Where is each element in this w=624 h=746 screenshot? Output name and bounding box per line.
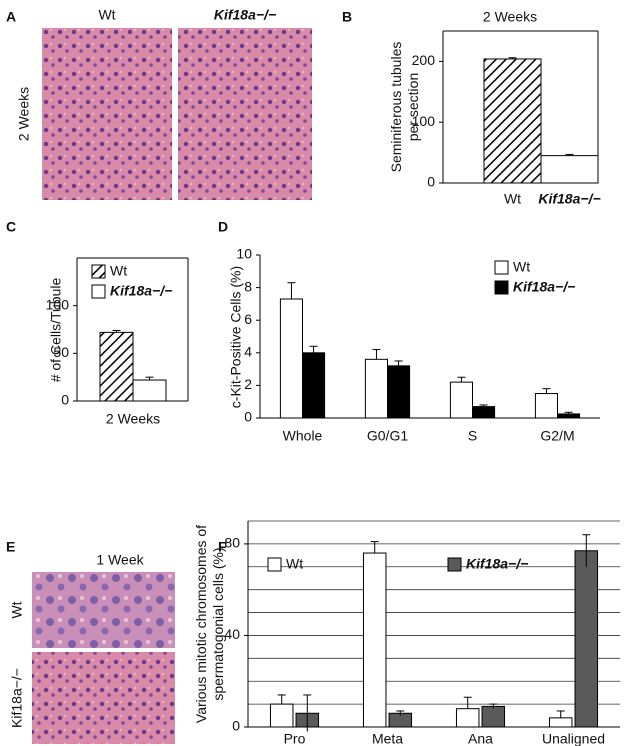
row-label: Kif18a−/− bbox=[9, 668, 25, 728]
bar bbox=[132, 379, 167, 402]
bar bbox=[472, 406, 496, 419]
legend-swatch bbox=[494, 260, 509, 275]
error-bar bbox=[565, 153, 574, 156]
x-tick-label: Unaligned bbox=[542, 731, 605, 746]
y-tick-label: 10 bbox=[236, 246, 252, 262]
error-bar bbox=[457, 376, 466, 383]
x-tick-label: 2 Weeks bbox=[106, 411, 160, 427]
micrograph bbox=[32, 572, 175, 648]
error-bar bbox=[287, 282, 296, 300]
y-tick-label: 6 bbox=[244, 311, 252, 327]
legend-swatch bbox=[447, 557, 462, 572]
error-bar bbox=[489, 703, 498, 709]
y-axis-label: Various mitotic chromosomes of spermatog… bbox=[193, 524, 226, 724]
bar bbox=[269, 703, 294, 728]
error-bar bbox=[277, 694, 286, 705]
error-bar bbox=[145, 376, 154, 381]
legend-label: Wt bbox=[286, 556, 303, 572]
y-tick-label: 0 bbox=[244, 409, 252, 425]
column-label: Wt bbox=[98, 7, 115, 23]
y-tick-label: 100 bbox=[46, 296, 70, 312]
y-tick-label: 8 bbox=[244, 278, 252, 294]
legend-swatch bbox=[91, 284, 106, 299]
error-bar bbox=[463, 696, 472, 709]
bar bbox=[387, 365, 411, 419]
x-tick-label: G2/M bbox=[540, 428, 574, 444]
bar bbox=[548, 717, 573, 728]
y-axis-label: # of Cells/Tubule bbox=[47, 277, 64, 382]
panel-label: D bbox=[218, 219, 228, 235]
bar bbox=[362, 552, 387, 728]
y-tick-label: 50 bbox=[53, 344, 69, 360]
panel-label: F bbox=[218, 539, 227, 555]
y-tick-label: 0 bbox=[427, 174, 435, 190]
legend-swatch bbox=[91, 264, 106, 279]
y-tick-label: 200 bbox=[412, 52, 436, 68]
error-bar bbox=[564, 411, 573, 416]
error-bar bbox=[556, 710, 565, 718]
y-tick-label: 2 bbox=[244, 376, 252, 392]
legend-swatch bbox=[494, 280, 509, 295]
micrograph bbox=[42, 28, 172, 200]
bar bbox=[481, 705, 506, 728]
x-tick-label: Pro bbox=[284, 731, 306, 746]
legend-label: Kif18a−/− bbox=[110, 283, 172, 299]
row-label: Wt bbox=[9, 601, 25, 618]
panel-label: C bbox=[6, 219, 16, 235]
row-label: 2 Weeks bbox=[16, 87, 32, 141]
bar bbox=[455, 708, 480, 728]
error-bar bbox=[372, 349, 381, 360]
y-tick-label: 100 bbox=[412, 113, 436, 129]
y-axis-label: Seminiferous tubules per section bbox=[388, 41, 421, 173]
error-bar bbox=[542, 388, 551, 394]
image-title: 1 Week bbox=[96, 552, 144, 568]
x-tick-label: Meta bbox=[372, 731, 403, 746]
error-bar bbox=[309, 345, 318, 360]
legend-swatch bbox=[267, 557, 282, 572]
panel-label: B bbox=[342, 9, 352, 25]
x-tick-label: Ana bbox=[468, 731, 493, 746]
error-bar bbox=[508, 57, 517, 59]
y-tick-label: 0 bbox=[232, 718, 240, 734]
bar bbox=[449, 381, 473, 419]
error-bar bbox=[394, 360, 403, 371]
bar bbox=[279, 298, 303, 419]
error-bar bbox=[303, 694, 312, 732]
error-bar bbox=[370, 541, 379, 554]
x-tick-label: Kif18a−/− bbox=[538, 191, 600, 207]
error-bar bbox=[582, 534, 591, 567]
legend-label: Kif18a−/− bbox=[466, 556, 528, 572]
legend-label: Kif18a−/− bbox=[513, 279, 575, 295]
bar bbox=[364, 358, 388, 419]
error-bar bbox=[396, 710, 405, 716]
x-tick-label: S bbox=[468, 428, 477, 444]
y-axis-label: c-Kit-Positive Cells (%) bbox=[227, 265, 244, 408]
micrograph bbox=[178, 28, 312, 200]
bar bbox=[540, 155, 599, 184]
y-tick-label: 4 bbox=[244, 344, 252, 360]
y-tick-label: 40 bbox=[224, 626, 240, 642]
legend-label: Wt bbox=[110, 263, 127, 279]
bar bbox=[302, 352, 326, 419]
legend-label: Wt bbox=[513, 259, 530, 275]
bar bbox=[534, 393, 559, 419]
x-tick-label: Wt bbox=[504, 191, 521, 207]
chart-title: 2 Weeks bbox=[483, 9, 537, 25]
bar bbox=[574, 550, 599, 728]
panel-label: A bbox=[6, 9, 16, 25]
y-tick-label: 80 bbox=[224, 535, 240, 551]
y-tick-label: 0 bbox=[61, 392, 69, 408]
x-tick-label: G0/G1 bbox=[367, 428, 408, 444]
micrograph bbox=[32, 652, 175, 744]
bar bbox=[483, 58, 542, 184]
bar bbox=[99, 331, 134, 402]
x-tick-label: Whole bbox=[283, 428, 323, 444]
error-bar bbox=[112, 329, 121, 333]
panel-label: E bbox=[6, 539, 15, 555]
error-bar bbox=[479, 404, 488, 409]
column-label: Kif18a−/− bbox=[214, 7, 276, 23]
